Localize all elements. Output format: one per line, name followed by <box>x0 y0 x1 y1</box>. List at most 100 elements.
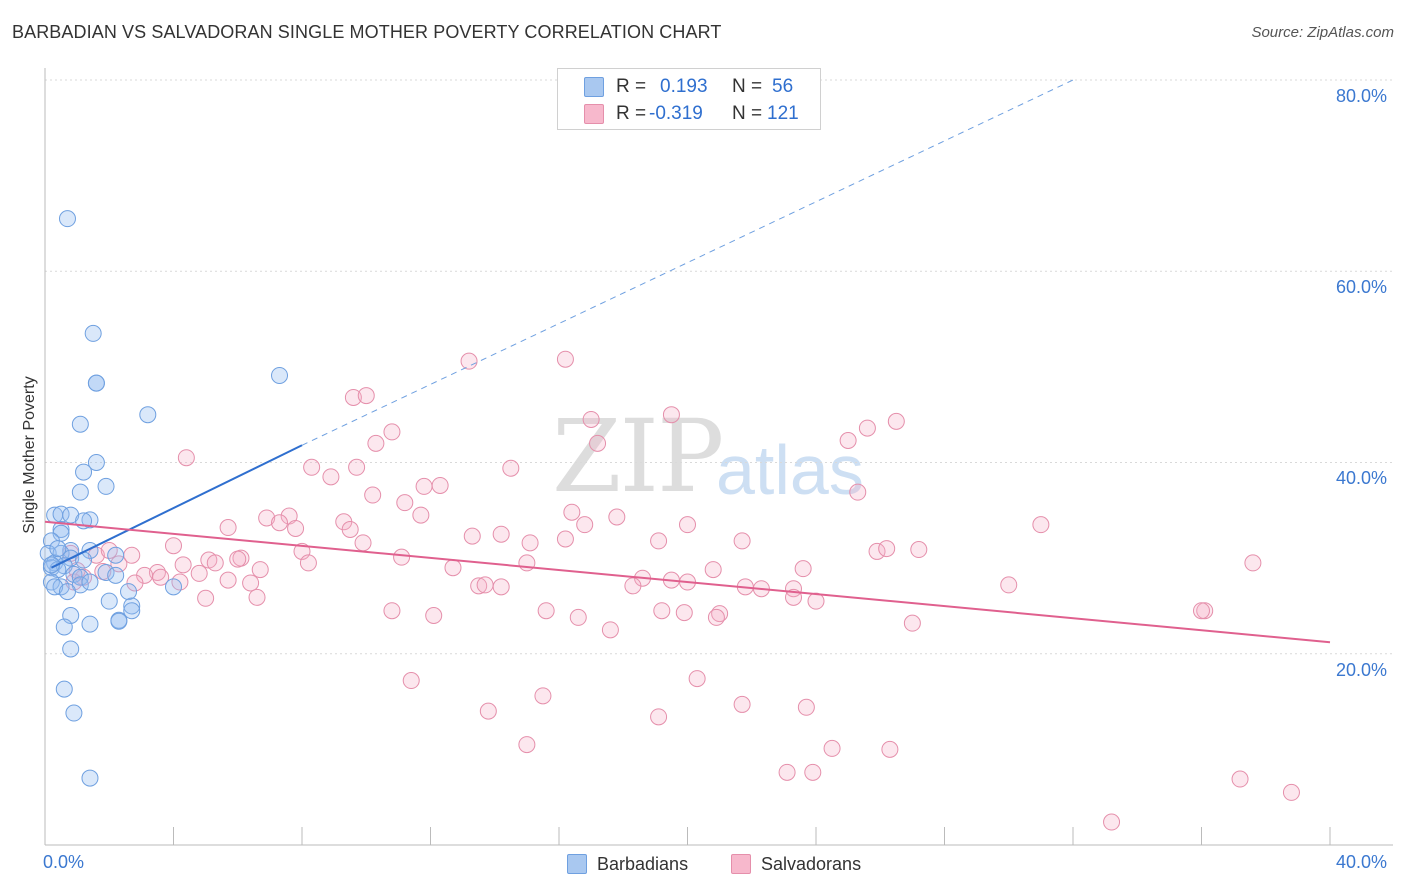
legend-r-value: 0.193 <box>660 76 708 97</box>
salvadoran-point <box>177 449 195 467</box>
salvadoran-point <box>476 576 494 594</box>
salvadoran-point <box>299 554 317 572</box>
salvadoran-point <box>425 607 443 624</box>
barbadian-point <box>52 520 70 538</box>
barbadian-point <box>81 615 99 633</box>
barbadian-point <box>271 366 289 384</box>
salvadoran-point <box>733 695 751 713</box>
salvadoran-point <box>322 468 340 486</box>
salvadoran-point <box>165 537 182 555</box>
salvadoran-point <box>537 602 555 620</box>
y-tick-label: 20.0% <box>1336 660 1388 680</box>
salvadoran-point <box>364 486 382 504</box>
legend-swatch-salvadorans <box>584 104 604 124</box>
barbadian-point <box>139 406 157 424</box>
salvadoran-point <box>556 350 574 368</box>
legend-item-barbadians: Barbadians <box>567 850 688 878</box>
salvadoran-point <box>492 578 510 596</box>
barbadian-point <box>49 540 67 558</box>
salvadoran-point <box>797 698 815 716</box>
salvadoran-point <box>415 477 433 495</box>
barbadian-point <box>75 463 93 481</box>
salvadoran-point <box>582 410 600 428</box>
salvadoran-point <box>887 412 905 430</box>
salvadoran-point <box>412 506 430 524</box>
salvadoran-point <box>778 763 796 781</box>
y-tick-label: 80.0% <box>1336 86 1388 106</box>
salvadoran-point <box>521 534 539 552</box>
barbadian-point <box>123 597 141 615</box>
barbadian-point <box>58 583 76 601</box>
salvadoran-point <box>444 559 462 577</box>
barbadian-point <box>97 477 115 495</box>
salvadoran-point <box>675 604 693 622</box>
watermark-atlas: atlas <box>716 431 864 509</box>
legend-n-label: N = <box>732 76 763 97</box>
salvadoran-point <box>868 542 886 560</box>
salvadoran-point <box>1231 770 1249 788</box>
legend-n-value: 121 <box>767 103 799 124</box>
salvadoran-point <box>1000 576 1018 594</box>
legend-swatch-barbadians <box>567 854 587 874</box>
salvadoran-point <box>1244 554 1262 572</box>
salvadoran-point <box>650 532 668 550</box>
salvadoran-point <box>910 541 928 559</box>
y-tick-label: 40.0% <box>1336 468 1388 488</box>
barbadian-point <box>120 583 138 601</box>
salvadoran-point <box>849 483 867 501</box>
barbadian-point <box>55 680 73 698</box>
barbadian-point <box>62 640 80 658</box>
salvadoran-point <box>794 560 812 578</box>
salvadoran-point <box>348 458 366 476</box>
salvadoran-point <box>219 519 237 537</box>
barbadian-point <box>107 546 125 564</box>
barbadian-point <box>42 573 60 591</box>
salvadoran-point <box>303 458 321 476</box>
legend-n-value: 56 <box>772 76 794 97</box>
barbadian-point <box>55 618 73 636</box>
salvadoran-point <box>556 530 574 548</box>
legend-r-value: -0.319 <box>649 103 703 124</box>
barbadian-point <box>97 563 115 581</box>
salvadoran-point <box>460 352 478 370</box>
legend-r-label: R = <box>616 103 647 124</box>
salvadoran-point <box>271 514 289 532</box>
barbadian-point <box>87 374 105 392</box>
barbadian-trend-extension <box>301 79 1074 446</box>
legend-swatch-salvadorans <box>731 854 751 874</box>
salvadoran-point <box>502 459 520 477</box>
salvadoran-point <box>1032 516 1050 534</box>
salvadoran-point <box>650 708 668 726</box>
chart-title: BARBADIAN VS SALVADORAN SINGLE MOTHER PO… <box>12 22 722 42</box>
salvadoran-point <box>653 602 671 620</box>
x-tick-label: 40.0% <box>1336 852 1388 872</box>
salvadoran-trend-line <box>44 520 1331 644</box>
salvadoran-point <box>534 687 552 705</box>
salvadoran-point <box>679 516 696 534</box>
legend-label-barbadians: Barbadians <box>597 853 689 874</box>
salvadoran-point <box>704 561 722 579</box>
barbadian-point <box>71 483 89 501</box>
salvadoran-point <box>479 702 497 720</box>
salvadoran-point <box>393 548 411 566</box>
salvadoran-point <box>1193 602 1210 620</box>
legend-swatch-barbadians <box>584 77 604 97</box>
salvadoran-point <box>1282 783 1300 801</box>
salvadoran-point <box>707 608 725 626</box>
salvadoran-point <box>839 432 857 450</box>
source-credit: Source: ZipAtlas.com <box>1251 24 1394 41</box>
barbadian-point <box>71 415 89 433</box>
barbadian-point <box>81 769 99 787</box>
salvadoran-point <box>569 608 587 626</box>
salvadoran-point <box>576 516 594 534</box>
salvadoran-point <box>601 621 619 639</box>
salvadoran-point <box>402 672 420 690</box>
barbadian-point <box>107 566 125 584</box>
salvadoran-point <box>383 423 401 441</box>
salvadoran-point <box>248 588 266 606</box>
salvadoran-point <box>823 739 841 757</box>
salvadoran-point <box>258 509 276 527</box>
salvadoran-point <box>148 563 166 581</box>
salvadoran-point <box>197 589 215 607</box>
salvadoran-point <box>174 556 192 574</box>
